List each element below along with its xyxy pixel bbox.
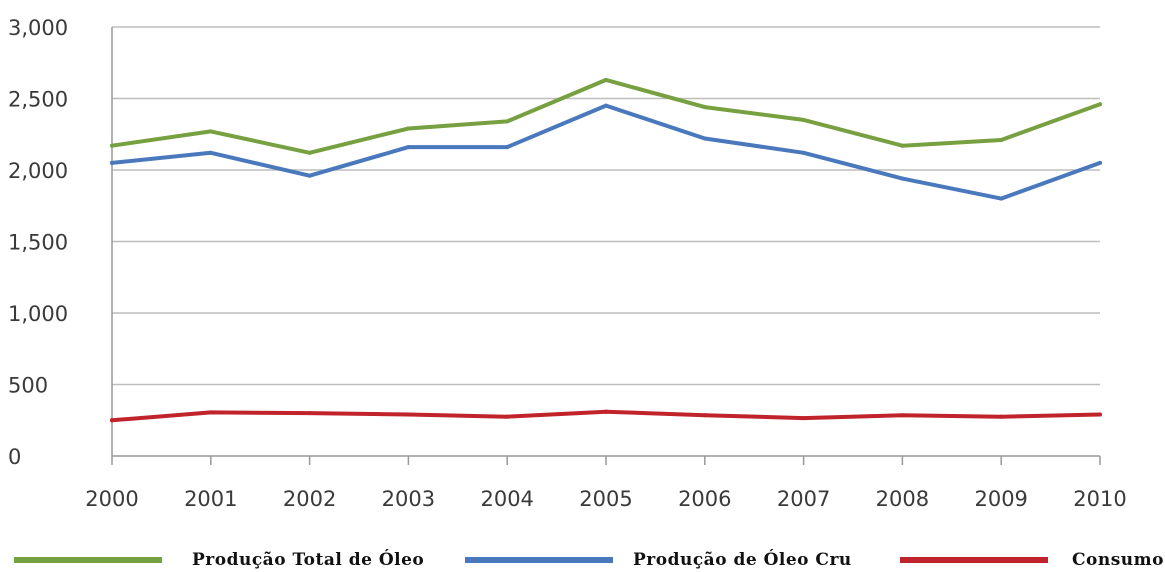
series-line-0 xyxy=(110,77,1102,155)
x-tick-label-2004: 2004 xyxy=(480,487,533,511)
legend-label-crude: Produção de Óleo Cru xyxy=(633,550,852,570)
data-point-2-2009 xyxy=(999,414,1004,419)
x-tick-label-2007: 2007 xyxy=(777,487,830,511)
data-point-1-2008 xyxy=(900,176,905,181)
data-point-0-2002 xyxy=(307,150,312,155)
data-point-2-2004 xyxy=(505,414,510,419)
x-tick-label-2001: 2001 xyxy=(184,487,237,511)
x-tick-label-2006: 2006 xyxy=(678,487,731,511)
axes xyxy=(111,27,1101,465)
y-tick-label-0: 0 xyxy=(8,445,21,469)
legend-item-crude: Produção de Óleo Cru xyxy=(465,548,852,572)
legend-swatch-total xyxy=(14,557,162,563)
data-point-1-2000 xyxy=(110,160,114,165)
x-tick-labels: 2000 2001 2002 2003 2004 2005 2006 2007 2008 2009… xyxy=(85,487,1126,511)
data-point-1-2002 xyxy=(307,173,312,178)
data-point-1-2001 xyxy=(208,150,213,155)
data-point-2-2002 xyxy=(307,411,312,416)
x-tick-label-2002: 2002 xyxy=(283,487,336,511)
series-lines xyxy=(110,77,1102,423)
data-point-0-2007 xyxy=(801,117,806,122)
data-point-0-2005 xyxy=(604,77,608,82)
data-point-1-2007 xyxy=(801,150,806,155)
legend: Produção Total de Óleo Produção de Óleo … xyxy=(0,548,1165,572)
legend-item-consumption: Consumo xyxy=(900,548,1164,572)
x-tick-label-2010: 2010 xyxy=(1073,487,1126,511)
data-point-1-2004 xyxy=(505,145,510,150)
data-point-1-2009 xyxy=(999,196,1004,201)
data-point-1-2005 xyxy=(604,103,608,108)
data-point-0-2000 xyxy=(110,143,114,148)
data-point-0-2009 xyxy=(999,137,1004,142)
x-tick-label-2008: 2008 xyxy=(876,487,929,511)
data-point-0-2004 xyxy=(505,119,510,124)
data-point-1-2003 xyxy=(406,145,411,150)
series-line-1 xyxy=(110,103,1102,201)
y-tick-label-2500: 2,500 xyxy=(8,88,68,112)
data-point-2-2006 xyxy=(702,413,707,418)
data-point-2-2000 xyxy=(110,418,114,423)
data-point-0-2008 xyxy=(900,143,905,148)
x-tick-label-2003: 2003 xyxy=(382,487,435,511)
y-tick-label-3000: 3,000 xyxy=(8,16,68,40)
data-point-0-2003 xyxy=(406,126,411,131)
legend-item-total: Produção Total de Óleo xyxy=(14,548,424,572)
x-tick-label-2009: 2009 xyxy=(974,487,1027,511)
x-tick-label-2000: 2000 xyxy=(85,487,138,511)
data-point-1-2006 xyxy=(702,136,707,141)
x-tick-label-2005: 2005 xyxy=(579,487,632,511)
data-point-0-2006 xyxy=(702,105,707,110)
y-tick-label-1000: 1,000 xyxy=(8,302,68,326)
data-point-2-2007 xyxy=(801,416,806,421)
data-point-0-2001 xyxy=(208,129,213,134)
legend-swatch-consumption xyxy=(900,557,1048,563)
y-tick-label-2000: 2,000 xyxy=(8,159,68,183)
y-tick-labels: 0 500 1,000 1,500 2,000 2,500 3,000 xyxy=(8,16,68,469)
legend-label-total: Produção Total de Óleo xyxy=(192,550,425,570)
data-point-2-2001 xyxy=(208,410,213,415)
legend-label-consumption: Consumo xyxy=(1072,550,1164,570)
data-point-0-2010 xyxy=(1098,102,1102,107)
y-tick-label-1500: 1,500 xyxy=(8,231,68,255)
y-tick-label-500: 500 xyxy=(8,374,48,398)
data-point-2-2003 xyxy=(406,412,411,417)
legend-swatch-crude xyxy=(465,557,613,563)
data-point-1-2010 xyxy=(1098,160,1102,165)
data-point-2-2008 xyxy=(900,413,905,418)
data-point-2-2005 xyxy=(604,409,608,414)
data-point-2-2010 xyxy=(1098,412,1102,417)
